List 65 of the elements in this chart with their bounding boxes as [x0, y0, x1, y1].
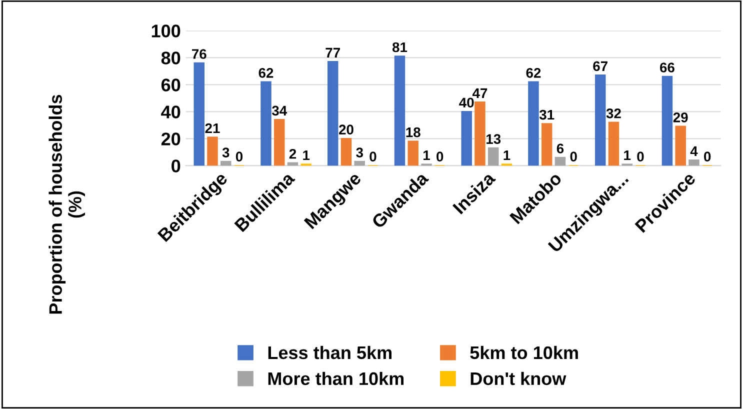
data-label: 6 — [556, 144, 564, 154]
data-label: 0 — [436, 152, 444, 162]
data-label: 76 — [192, 49, 206, 59]
bar — [274, 119, 285, 166]
data-label: 81 — [392, 42, 408, 52]
data-label: 21 — [205, 123, 220, 134]
y-tick-label: 100 — [152, 24, 180, 38]
bar — [394, 56, 406, 166]
bar — [287, 162, 298, 166]
data-label: 67 — [593, 61, 608, 72]
data-label: 13 — [486, 134, 501, 144]
data-label: 31 — [539, 110, 554, 120]
data-label: 20 — [338, 124, 354, 135]
data-label: 3 — [222, 148, 230, 158]
bar — [408, 140, 418, 166]
data-label: 1 — [423, 150, 430, 160]
bar — [194, 62, 204, 166]
data-label: 0 — [236, 152, 243, 162]
data-label: 62 — [526, 68, 541, 78]
data-label: 66 — [660, 62, 674, 72]
bar — [662, 76, 673, 166]
data-label: 40 — [459, 98, 474, 108]
bar — [554, 156, 566, 166]
bar — [608, 122, 620, 166]
bar — [594, 74, 606, 166]
data-label: 34 — [272, 106, 288, 116]
y-tick-label: 80 — [161, 52, 180, 64]
legend-label: Less than 5km — [268, 346, 392, 360]
y-tick-label: 60 — [161, 78, 180, 92]
bar — [354, 160, 365, 166]
data-label: 1 — [624, 150, 631, 160]
data-label: 3 — [356, 148, 363, 158]
bar — [220, 160, 232, 166]
data-label: 47 — [472, 88, 488, 98]
bar — [461, 110, 472, 166]
data-label: 0 — [637, 152, 644, 162]
data-label: 1 — [504, 150, 510, 160]
bar — [528, 81, 539, 166]
data-label: 29 — [673, 112, 688, 122]
data-label: 0 — [704, 152, 711, 162]
bar — [207, 136, 218, 166]
y-tick-label: 40 — [161, 106, 180, 118]
data-label: 18 — [406, 127, 420, 138]
data-label: 77 — [326, 48, 340, 58]
legend-label: 5km to 10km — [470, 346, 578, 360]
legend-label: Don't know — [470, 372, 566, 386]
y-tick-label: 20 — [161, 132, 180, 146]
data-label: 1 — [303, 150, 310, 160]
bar — [260, 81, 272, 166]
bar — [327, 61, 338, 166]
y-tick-label: 0 — [172, 160, 180, 172]
bar — [688, 160, 700, 166]
data-label: 0 — [370, 152, 376, 162]
bar — [675, 126, 686, 166]
data-label: 32 — [606, 108, 621, 118]
data-label: 2 — [289, 148, 296, 159]
bar — [474, 102, 486, 166]
data-label: 4 — [690, 146, 698, 156]
bar — [541, 123, 552, 166]
bar — [340, 138, 352, 166]
bar — [488, 147, 499, 166]
data-label: 0 — [570, 152, 577, 162]
legend-label: More than 10km — [268, 372, 404, 386]
y-axis-title: Proportion of households (%) — [48, 94, 86, 314]
data-label: 62 — [258, 68, 274, 78]
